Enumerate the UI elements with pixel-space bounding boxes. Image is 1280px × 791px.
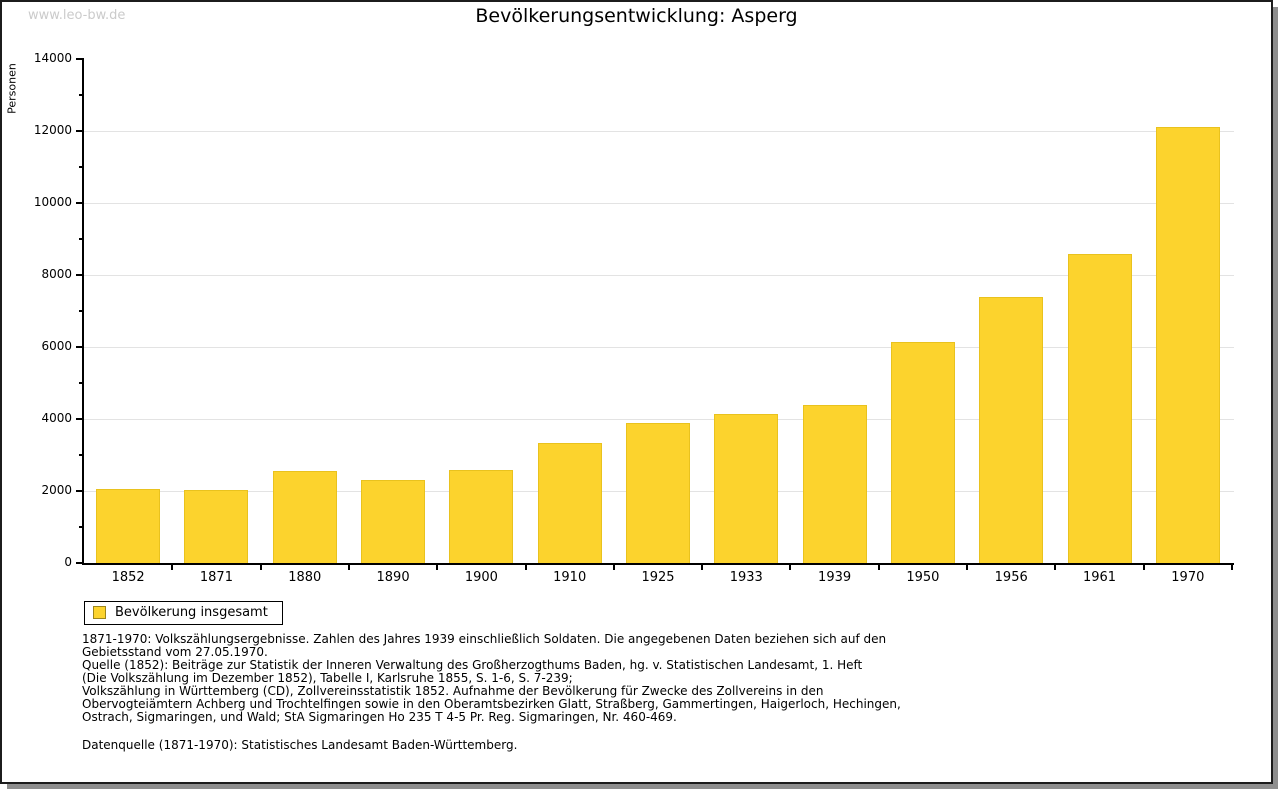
bar-1970 bbox=[1155, 127, 1220, 563]
x-tick bbox=[612, 565, 615, 570]
y-tick-label: 14000 bbox=[33, 51, 72, 65]
footnotes: 1871-1970: Volkszählungsergebnisse. Zahl… bbox=[82, 633, 901, 752]
footnote-line: 1871-1970: Volkszählungsergebnisse. Zahl… bbox=[82, 632, 887, 646]
x-tick-label-1970: 1970 bbox=[1171, 570, 1205, 585]
y-tick-label: 2000 bbox=[41, 483, 72, 497]
bar-1961 bbox=[1067, 253, 1132, 563]
x-tick-label-1939: 1939 bbox=[818, 570, 852, 585]
y-tick-label: 8000 bbox=[41, 267, 72, 281]
x-tick-label-1880: 1880 bbox=[288, 570, 322, 585]
bar-1939 bbox=[802, 404, 867, 563]
footnote-line: Ostrach, Sigmaringen, und Wald; StA Sigm… bbox=[82, 710, 677, 724]
y-major-tick bbox=[76, 202, 84, 204]
y-tick-label: 4000 bbox=[41, 411, 72, 425]
x-tick-label-1925: 1925 bbox=[641, 570, 675, 585]
y-major-tick bbox=[76, 346, 84, 348]
x-tick-label-1933: 1933 bbox=[729, 570, 763, 585]
bar-1910 bbox=[537, 443, 602, 563]
footnote-line: Gebietsstand vom 27.05.1970. bbox=[82, 645, 268, 659]
footnote-line: Obervogteiämtern Achberg und Trochtelfin… bbox=[82, 697, 901, 711]
y-minor-tick bbox=[79, 454, 84, 456]
watermark: www.leo-bw.de bbox=[28, 8, 126, 23]
bar-1871 bbox=[184, 490, 249, 563]
x-tick-label-1900: 1900 bbox=[464, 570, 498, 585]
y-axis-line bbox=[82, 59, 84, 565]
bar-1890 bbox=[361, 479, 426, 563]
bar-1925 bbox=[626, 423, 690, 563]
x-tick bbox=[347, 565, 350, 570]
x-tick-label-1956: 1956 bbox=[994, 570, 1028, 585]
x-tick-label-1910: 1910 bbox=[553, 570, 587, 585]
footnote-line: (Die Volkszählung im Dezember 1852), Tab… bbox=[82, 671, 573, 685]
y-minor-tick bbox=[79, 526, 84, 528]
y-minor-tick bbox=[79, 94, 84, 96]
y-minor-tick bbox=[79, 382, 84, 384]
x-tick-label-1852: 1852 bbox=[111, 570, 145, 585]
bar-1880 bbox=[272, 471, 337, 563]
x-tick bbox=[789, 565, 792, 570]
gridline-4000 bbox=[84, 419, 1234, 420]
x-tick bbox=[524, 565, 527, 570]
gridline-6000 bbox=[84, 347, 1234, 348]
y-tick-label: 0 bbox=[64, 555, 72, 569]
y-major-tick bbox=[76, 130, 84, 132]
x-tick-label-1961: 1961 bbox=[1082, 570, 1117, 585]
x-tick bbox=[1142, 565, 1145, 570]
x-tick bbox=[171, 565, 174, 570]
y-tick-label: 6000 bbox=[41, 339, 72, 353]
x-tick bbox=[701, 565, 704, 570]
y-tick-label: 12000 bbox=[33, 123, 72, 137]
legend: Bevölkerung insgesamt bbox=[84, 601, 283, 625]
x-tick bbox=[877, 565, 880, 570]
y-tick-label: 10000 bbox=[33, 195, 72, 209]
y-minor-tick bbox=[79, 166, 84, 168]
gridline-10000 bbox=[84, 203, 1234, 204]
gridline-12000 bbox=[84, 131, 1234, 132]
x-tick bbox=[1231, 565, 1233, 570]
y-minor-tick bbox=[79, 310, 84, 312]
y-major-tick bbox=[76, 418, 84, 420]
bar-1852 bbox=[96, 488, 161, 563]
bar-1900 bbox=[449, 469, 514, 563]
x-tick-label-1950: 1950 bbox=[906, 570, 940, 585]
chart-title: Bevölkerungsentwicklung: Asperg bbox=[475, 5, 798, 27]
y-minor-tick bbox=[79, 238, 84, 240]
gridline-8000 bbox=[84, 275, 1234, 276]
y-major-tick bbox=[76, 58, 84, 60]
x-tick bbox=[436, 565, 439, 570]
x-tick-label-1890: 1890 bbox=[376, 570, 410, 585]
footnote-line: Quelle (1852): Beiträge zur Statistik de… bbox=[82, 658, 863, 672]
datasource-line: Datenquelle (1871-1970): Statistisches L… bbox=[82, 738, 518, 752]
x-axis-line bbox=[82, 563, 1234, 565]
bar-1933 bbox=[714, 414, 779, 563]
x-tick bbox=[966, 565, 969, 570]
legend-label: Bevölkerung insgesamt bbox=[115, 605, 268, 620]
bar-1950 bbox=[890, 341, 955, 563]
y-major-tick bbox=[76, 562, 84, 564]
plot-area: 0 2000 4000 6000 8000 10000 12000 14000 1852 1871… bbox=[2, 2, 1271, 782]
x-tick-label-1871: 1871 bbox=[199, 570, 233, 585]
bar-1956 bbox=[979, 297, 1044, 563]
y-major-tick bbox=[76, 490, 84, 492]
footnote-line: Volkszählung in Württemberg (CD), Zollve… bbox=[82, 684, 824, 698]
y-major-tick bbox=[76, 274, 84, 276]
x-tick bbox=[1054, 565, 1057, 570]
x-tick bbox=[259, 565, 262, 570]
legend-swatch-icon bbox=[93, 606, 106, 619]
